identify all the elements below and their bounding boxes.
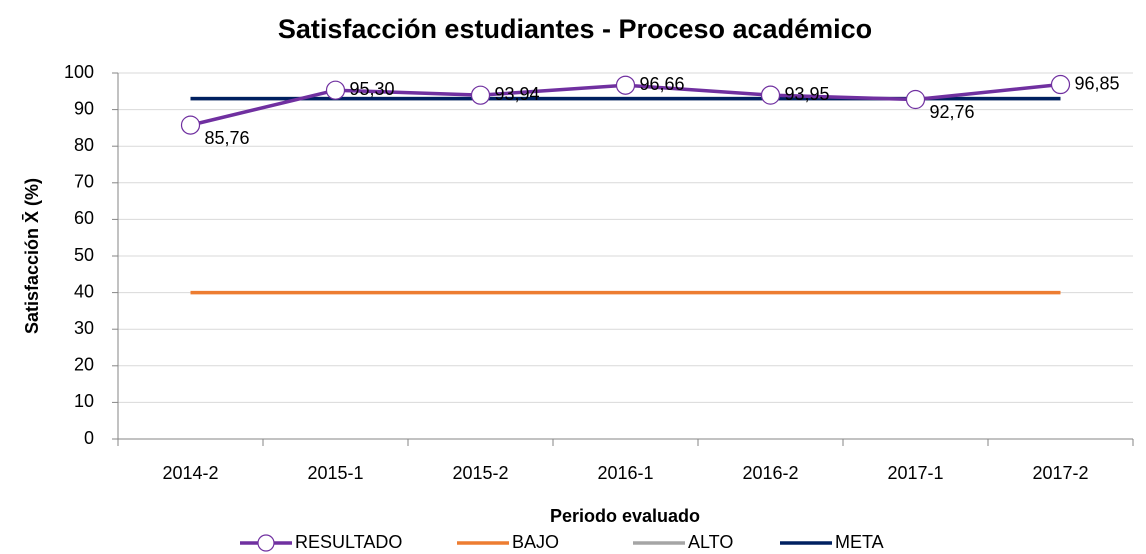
marker <box>470 85 491 105</box>
x-tick-label: 2015-1 <box>307 463 363 483</box>
y-tick-label: 90 <box>74 98 94 118</box>
y-tick-label: 10 <box>74 391 94 411</box>
y-tick-label: 50 <box>74 245 94 265</box>
data-label: 85,76 <box>205 128 250 148</box>
y-tick-label: 60 <box>74 208 94 228</box>
data-label: 95,30 <box>350 79 395 99</box>
x-tick-label: 2016-2 <box>742 463 798 483</box>
x-axis-label: Periodo evaluado <box>550 506 700 526</box>
x-tick-label: 2017-2 <box>1032 463 1088 483</box>
legend-marker <box>257 534 275 552</box>
x-tick-label: 2016-1 <box>597 463 653 483</box>
y-tick-label: 80 <box>74 135 94 155</box>
y-axis-label: Satisfacción X̄ (%) <box>22 178 42 334</box>
marker <box>615 75 636 95</box>
y-tick-label: 0 <box>84 428 94 448</box>
marker <box>325 80 346 100</box>
chart-title: Satisfacción estudiantes - Proceso acadé… <box>278 14 872 44</box>
legend-label: RESULTADO <box>295 532 402 552</box>
y-tick-label: 20 <box>74 355 94 375</box>
data-label: 96,66 <box>640 74 685 94</box>
data-label: 93,94 <box>495 84 540 104</box>
x-tick-label: 2017-1 <box>887 463 943 483</box>
legend-label: META <box>835 532 884 552</box>
x-tick-label: 2015-2 <box>452 463 508 483</box>
y-tick-label: 100 <box>64 62 94 82</box>
marker <box>180 115 201 135</box>
marker <box>905 89 926 110</box>
y-tick-label: 30 <box>74 318 94 338</box>
marker <box>760 85 781 105</box>
data-label: 96,85 <box>1075 73 1120 93</box>
legend-label: ALTO <box>688 532 733 552</box>
data-label: 93,95 <box>785 84 830 104</box>
x-tick-label: 2014-2 <box>162 463 218 483</box>
y-tick-label: 70 <box>74 172 94 192</box>
legend-label: BAJO <box>512 532 559 552</box>
marker <box>1050 74 1071 95</box>
data-label: 92,76 <box>930 102 975 122</box>
y-tick-label: 40 <box>74 281 94 301</box>
